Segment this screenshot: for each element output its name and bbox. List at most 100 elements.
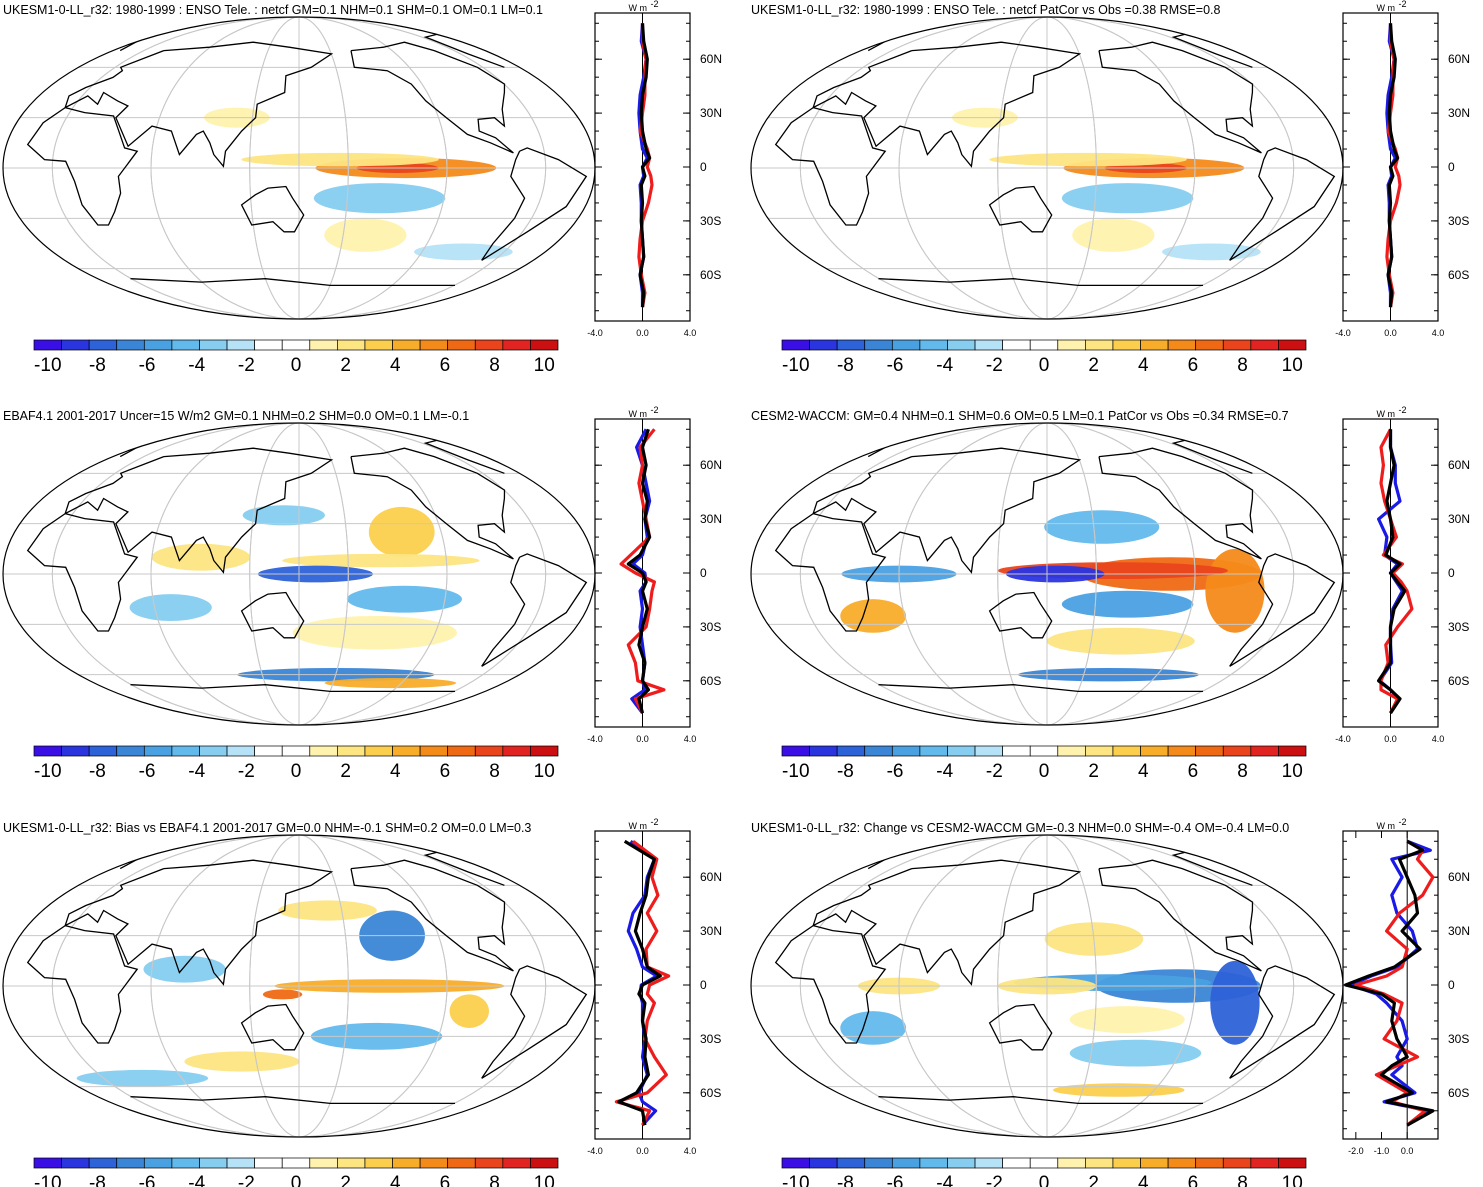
x-tick-label: 0.0 <box>636 328 649 338</box>
north-america-coastline <box>1098 41 1262 154</box>
colorbar-label: -2 <box>238 761 255 782</box>
colorbar-swatch <box>1057 745 1086 757</box>
map <box>751 835 1343 1137</box>
map <box>751 423 1343 725</box>
colorbar-label: -8 <box>837 761 854 782</box>
colorbar-swatch <box>116 339 145 351</box>
colorbar-label: 8 <box>489 761 500 782</box>
colorbar-label: 6 <box>1188 1173 1199 1187</box>
lat-tick-label: 0 <box>1448 978 1455 992</box>
map <box>751 17 1343 319</box>
negative-anomaly-region <box>1210 960 1260 1045</box>
north-america-coastline <box>350 447 514 560</box>
graticule <box>3 835 595 1137</box>
south-america-coastline <box>1229 553 1336 667</box>
africa-coastline <box>774 512 887 632</box>
lat-tick-label: 60N <box>700 52 722 66</box>
zonal-profile: 60N 30N 0 30S 60S -4.0 0.0 4.0 W m -2 <box>587 405 722 744</box>
lat-tick-label: 30N <box>700 106 722 120</box>
colorbar-label: 2 <box>340 355 351 376</box>
south-america-coastline <box>1229 147 1336 261</box>
colorbar-swatch <box>1140 339 1169 351</box>
colorbar-label: 10 <box>534 355 555 376</box>
colorbar-swatch <box>1250 1157 1279 1169</box>
colorbar-label: 4 <box>1138 761 1149 782</box>
colorbar-swatch <box>1002 1157 1031 1169</box>
colorbar-label: 2 <box>1088 355 1099 376</box>
colorbar-swatch <box>337 745 366 757</box>
colorbar-swatch <box>947 745 976 757</box>
colorbar-swatch <box>88 745 118 757</box>
colorbar-label: -8 <box>89 1173 106 1187</box>
lat-tick-label: 60S <box>700 1086 721 1100</box>
colorbar-label: -8 <box>837 1173 854 1187</box>
unit-exponent: -2 <box>1399 405 1407 415</box>
colorbar-swatch <box>947 339 976 351</box>
colorbar-label: 0 <box>291 355 302 376</box>
negative-anomaly-region <box>840 1011 907 1045</box>
colorbar-swatch <box>337 339 366 351</box>
colorbar-label: -2 <box>238 1173 255 1187</box>
graticule <box>751 17 1343 319</box>
colorbar-label: 4 <box>390 355 401 376</box>
panel-p3: EBAF4.1 2001-2017 Uncer=15 W/m2 GM=0.1 N… <box>2 405 722 782</box>
meridian-line <box>997 17 1097 319</box>
x-tick-label: 0.0 <box>1401 1146 1414 1156</box>
colorbar-swatch <box>1278 1157 1307 1169</box>
colorbar-label: 4 <box>390 761 401 782</box>
meridian-line <box>51 17 547 319</box>
asia-europe-coastline <box>64 447 334 574</box>
colorbar-swatch <box>891 745 921 757</box>
unit-exponent: -2 <box>651 405 659 415</box>
black-series-line <box>1377 429 1407 714</box>
colorbar-swatch <box>364 339 393 351</box>
colorbar-label: 8 <box>489 355 500 376</box>
x-tick-label: 4.0 <box>684 734 697 744</box>
positive-anomaly-region <box>1205 548 1265 633</box>
colorbar-swatch <box>1057 339 1086 351</box>
colorbar-swatch <box>947 1157 976 1169</box>
colorbar-swatch <box>116 1157 145 1169</box>
meridian-line <box>997 835 1097 1137</box>
colorbar-label: -6 <box>139 1173 156 1187</box>
colorbar-swatch <box>419 745 449 757</box>
x-tick-label: -4.0 <box>1335 328 1351 338</box>
africa-coastline <box>26 924 139 1044</box>
asia-europe-coastline <box>812 859 1082 986</box>
colorbar-swatch <box>1085 1157 1114 1169</box>
colorbar-swatch <box>226 1157 255 1169</box>
negative-anomaly-region <box>1044 510 1160 544</box>
lat-tick-label: 60N <box>700 458 722 472</box>
colorbar-swatch <box>281 745 311 757</box>
colorbar-swatch <box>171 745 200 757</box>
lat-tick-label: 0 <box>700 566 707 580</box>
colorbar-swatch <box>530 339 559 351</box>
x-tick-label: 0.0 <box>1384 734 1397 744</box>
meridian-line <box>249 835 349 1137</box>
colorbar-label: -8 <box>89 761 106 782</box>
colorbar-swatch <box>33 745 62 757</box>
colorbar-swatch <box>1250 745 1279 757</box>
colorbar-swatch <box>836 1157 866 1169</box>
colorbar-label: -10 <box>782 1173 809 1187</box>
colorbar-label: -2 <box>986 355 1003 376</box>
colorbar-swatch <box>1278 745 1307 757</box>
colorbar-swatch <box>1029 339 1059 351</box>
colorbar-swatch <box>809 745 838 757</box>
colorbar-swatch <box>447 339 476 351</box>
colorbar-label: -6 <box>139 355 156 376</box>
lat-tick-label: 60N <box>1448 870 1470 884</box>
colorbar-swatch <box>309 1157 338 1169</box>
antarctica-coastline <box>878 1096 1203 1105</box>
colorbar-swatch <box>1167 339 1197 351</box>
x-tick-label: 4.0 <box>1432 328 1445 338</box>
positive-anomaly-region <box>184 1051 300 1072</box>
colorbar-swatch <box>891 1157 921 1169</box>
colorbar-label: 6 <box>1188 761 1199 782</box>
positive-anomaly-region <box>449 994 490 1028</box>
colorbar-swatch <box>1112 745 1141 757</box>
colorbar-swatch <box>1057 1157 1086 1169</box>
colorbar-swatch <box>1085 339 1114 351</box>
meridian-line <box>898 17 1196 319</box>
meridian-line <box>799 835 1295 1137</box>
